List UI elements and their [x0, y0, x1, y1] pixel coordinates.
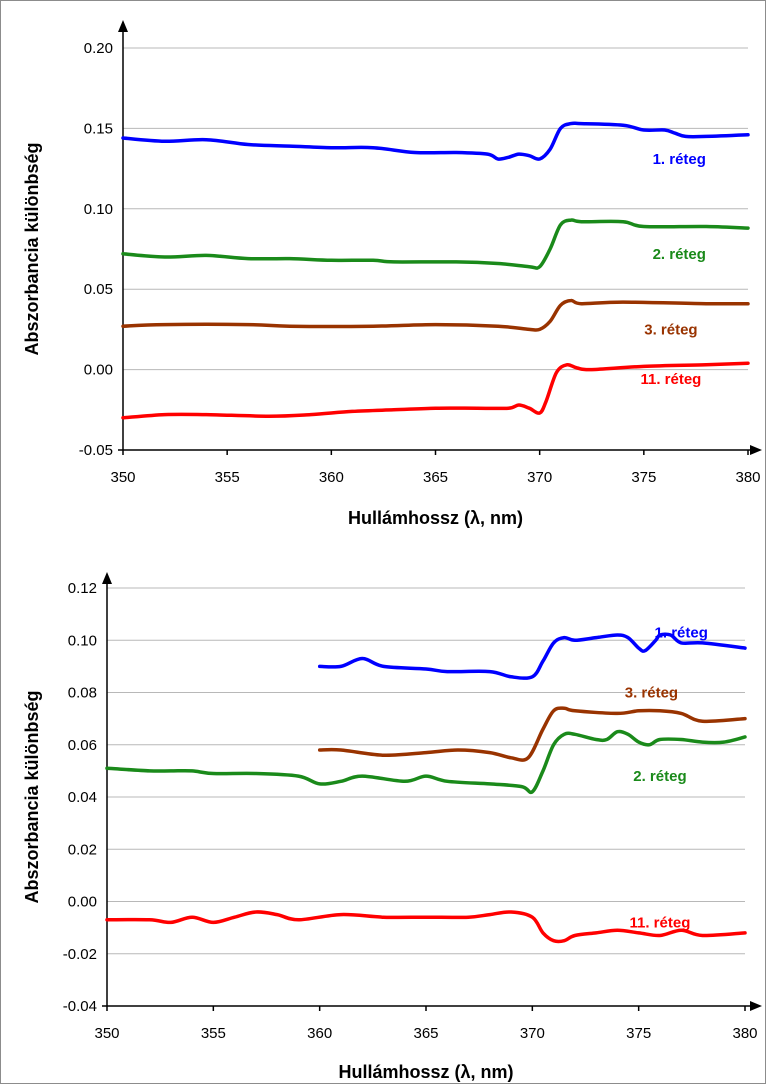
y-tick-label: 0.02	[68, 841, 97, 858]
y-tick-label: -0.04	[63, 998, 97, 1015]
x-tick-label: 360	[307, 1025, 332, 1042]
x-tick-label: 375	[631, 469, 656, 486]
series-label-0: 1. réteg	[653, 151, 706, 168]
y-tick-label: 0.15	[84, 120, 113, 137]
y-axis-arrow	[102, 572, 112, 584]
series-line-3	[121, 361, 750, 420]
series-label-1: 2. réteg	[653, 246, 706, 263]
x-tick-label: 360	[319, 469, 344, 486]
x-axis-arrow	[750, 445, 762, 455]
x-tick-label: 370	[520, 1025, 545, 1042]
y-axis-arrow	[118, 20, 128, 32]
x-tick-label: 355	[215, 469, 240, 486]
x-tick-label: 370	[527, 469, 552, 486]
y-axis-title: Abszorbancia különbség	[22, 142, 42, 355]
y-tick-label: 0.00	[68, 894, 97, 911]
x-tick-label: 350	[94, 1025, 119, 1042]
chart-top: -0.05 0.00 0.05 0.10 0.15 0.20 350 355 360 365 370…	[22, 20, 762, 528]
series-label-3: 11. réteg	[640, 371, 701, 388]
y-tick-label: 0.08	[68, 685, 97, 702]
series-line-1	[121, 218, 750, 270]
series-line-2	[121, 298, 750, 332]
series-line-1	[317, 706, 747, 762]
series-label-3: 11. réteg	[629, 914, 690, 931]
x-tick-label: 350	[110, 469, 135, 486]
y-tick-label: 0.04	[68, 789, 97, 806]
y-tick-label: 0.06	[68, 737, 97, 754]
chart-bottom: -0.04 -0.02 0.00 0.02 0.04 0.06 0.08 0.10 0.12 35…	[22, 572, 762, 1082]
y-tick-label: 0.12	[68, 580, 97, 597]
series-line-0	[317, 632, 747, 680]
series-line-2	[105, 729, 747, 795]
series-label-2: 3. réteg	[644, 321, 697, 338]
y-tick-label: 0.10	[68, 632, 97, 649]
y-tick-label: -0.02	[63, 946, 97, 963]
y-tick-label: -0.05	[79, 442, 113, 459]
y-tick-label: 0.20	[84, 40, 113, 57]
x-tick-label: 375	[626, 1025, 651, 1042]
x-axis-arrow	[750, 1001, 762, 1011]
x-tick-label: 380	[735, 469, 760, 486]
x-axis-title: Hullámhossz (λ, nm)	[338, 1062, 513, 1082]
y-axis-title: Abszorbancia különbség	[22, 690, 42, 903]
series-label-0: 1. réteg	[655, 624, 708, 641]
x-tick-label: 365	[423, 469, 448, 486]
series-label-2: 2. réteg	[633, 768, 686, 785]
x-tick-label: 365	[413, 1025, 438, 1042]
x-tick-label: 355	[201, 1025, 226, 1042]
y-tick-label: 0.10	[84, 201, 113, 218]
y-tick-label: 0.00	[84, 362, 113, 379]
series-line-3	[105, 910, 747, 944]
series-line-0	[121, 121, 750, 161]
x-axis-title: Hullámhossz (λ, nm)	[348, 508, 523, 528]
y-tick-label: 0.05	[84, 281, 113, 298]
series-label-1: 3. réteg	[625, 685, 678, 702]
x-tick-label: 380	[732, 1025, 757, 1042]
